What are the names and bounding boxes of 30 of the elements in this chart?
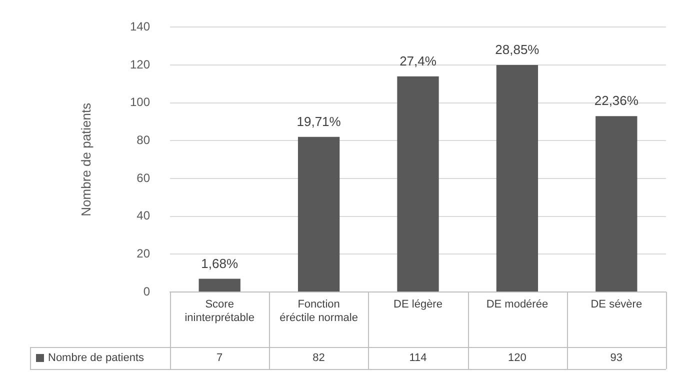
y-tick-label: 120 [130,57,150,72]
data-label: 82 [312,352,325,364]
bar [496,65,538,292]
y-tick-label: 20 [136,246,150,260]
annotation: 27,4% [400,53,437,68]
data-label: 7 [216,352,223,364]
legend-label: Nombre de patients [48,352,144,364]
annotation: 1,68% [201,256,238,271]
y-tick-label: 60 [136,170,150,185]
data-label: 93 [610,352,623,364]
x-tick-label: Score ininterprétable [184,298,254,324]
bar [298,136,340,292]
y-tick-label: 0 [143,284,150,298]
annotation: 22,36% [594,93,639,108]
y-tick-label: 40 [136,208,150,223]
data-label: 114 [409,352,427,364]
annotation: 28,85% [495,42,540,58]
y-tick-label: 80 [136,133,150,147]
x-tick-label: DE sévère [590,298,642,311]
data-label: 120 [508,352,526,364]
bar [397,76,439,292]
x-tick-label: DE modérée [486,298,548,311]
y-tick-label: 100 [130,95,150,110]
bar [198,278,240,292]
y-tick-label: 140 [130,20,150,34]
annotation: 19,71% [296,114,342,129]
bar [596,116,638,292]
x-tick-label: DE légère [394,298,442,311]
y-axis-title: Nombre de patients [78,102,94,216]
x-tick-label: Fonction éréctile normale [280,298,358,324]
